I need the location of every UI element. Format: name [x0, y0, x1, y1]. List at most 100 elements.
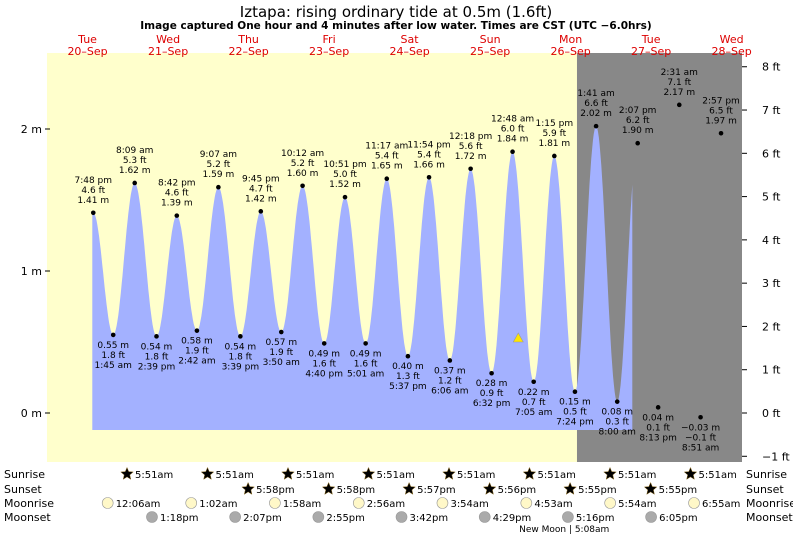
tide-label-line: 12:18 pm — [449, 132, 492, 142]
tide-point-low — [531, 379, 536, 385]
moonset-time-label: 4:29pm — [493, 513, 532, 524]
tide-label-high: 1:15 pm5.9 ft1.81 m — [536, 119, 574, 149]
tide-label-line: 1.59 m — [203, 170, 235, 180]
moonrise-time-label: 3:54am — [450, 499, 488, 510]
right-axis-label: 4 ft — [762, 234, 781, 247]
day-date-label: 22–Sep — [228, 45, 268, 58]
tide-point-high — [635, 140, 640, 146]
tide-point-low — [405, 353, 411, 359]
tide-label-line: 6.6 ft — [584, 99, 608, 109]
moonrise-moon-icon — [269, 497, 281, 509]
tide-label-line: 0.49 m — [350, 349, 382, 359]
sunrise-star-icon — [361, 466, 376, 480]
moonset-moon-icon — [562, 511, 574, 523]
tide-label-line: 2.02 m — [580, 109, 612, 119]
day-name-label: Fri — [323, 33, 336, 46]
tide-label-line: 0.49 m — [308, 349, 340, 359]
moonset-moon-icon — [645, 511, 657, 523]
tide-label-line: 1.8 ft — [228, 352, 252, 362]
tide-label-line: 5:01 am — [347, 369, 384, 379]
sunset-time-label: 5:55pm — [578, 485, 617, 496]
axes: 0 m 1 m 2 m −1 ft 0 ft 1 ft 2 ft 3 ft 4 ft 5 ft 6 … — [21, 61, 791, 464]
tide-label-line: 1.6 ft — [312, 359, 336, 369]
tide-label-line: 1.41 m — [77, 196, 109, 206]
tide-label-line: 10:51 pm — [323, 160, 366, 170]
tide-point-high — [468, 166, 473, 172]
tide-point-high — [132, 180, 137, 186]
row-label-right-sunset: Sunset — [746, 483, 784, 496]
tide-label-line: 1:41 am — [577, 89, 614, 99]
moonrise-moon-icon — [688, 497, 700, 509]
tide-label-line: 3:39 pm — [222, 362, 260, 372]
chart-subtitle: Image captured One hour and 4 minutes af… — [140, 20, 651, 32]
tide-label-high: 7:48 pm4.6 ft1.41 m — [74, 176, 112, 206]
right-axis-label: 6 ft — [762, 147, 781, 160]
tide-point-low — [278, 329, 284, 335]
tide-label-line: 4.6 ft — [81, 186, 105, 196]
day-name-label: Wed — [156, 33, 180, 46]
tide-label-high: 10:51 pm5.0 ft1.52 m — [323, 160, 366, 190]
moonset-moon-icon — [395, 511, 408, 523]
tide-label-line: 0.22 m — [518, 388, 550, 398]
sunset-time-label: 5:57pm — [417, 485, 456, 496]
sunset-star-icon — [241, 481, 255, 495]
day-labels: Tue20–SepWed21–SepThu22–SepFri23–SepSat2… — [67, 33, 751, 58]
tide-label-line: 5.4 ft — [375, 152, 399, 162]
sunrise-time-label: 5:51am — [538, 470, 576, 481]
tide-label-line: 0.7 ft — [522, 398, 546, 408]
tide-label-line: 7:24 pm — [556, 418, 594, 428]
sunrise-star-icon — [281, 466, 295, 480]
tide-label-line: 8:13 pm — [639, 433, 677, 443]
tide-point-high — [676, 102, 682, 108]
right-axis-label: 3 ft — [762, 277, 781, 290]
day-date-label: 26–Sep — [550, 45, 590, 58]
tide-label-line: 1.2 ft — [438, 376, 462, 386]
tide-label-line: −0.03 m — [681, 423, 720, 433]
tide-label-line: 1.6 ft — [354, 359, 378, 369]
tide-point-low — [154, 334, 159, 339]
tide-label-line: 1:45 am — [95, 361, 132, 371]
tide-label-low: 0.08 m0.3 ft8:00 am — [599, 408, 636, 438]
tide-point-low — [489, 370, 494, 376]
tide-label-low: 0.55 m1.8 ft1:45 am — [95, 341, 132, 371]
water-area — [92, 126, 633, 430]
tide-label-line: 2:07 pm — [619, 106, 657, 116]
moonrise-moon-icon — [436, 497, 449, 509]
tide-label-line: 8:51 am — [682, 443, 719, 453]
tide-label-high: 2:57 pm6.5 ft1.97 m — [702, 96, 740, 126]
tide-label-line: 1.9 ft — [269, 348, 293, 358]
tide-label-line: 10:12 am — [281, 149, 324, 159]
tide-label-line: 1.60 m — [287, 169, 319, 179]
tide-point-high — [593, 123, 599, 129]
tide-label-line: 0.1 ft — [646, 423, 670, 433]
day-date-label: 27–Sep — [631, 45, 671, 58]
sunrise-time-label: 5:51am — [618, 470, 656, 481]
tide-label-high: 8:42 pm4.6 ft1.39 m — [158, 179, 196, 209]
left-axis-label: 2 m — [21, 123, 42, 136]
tide-point-low — [572, 389, 578, 395]
right-axis-label: 5 ft — [762, 191, 781, 204]
tide-label-line: 1.65 m — [371, 162, 403, 172]
tide-label-line: 0.57 m — [265, 338, 297, 348]
sunrise-star-icon — [683, 466, 698, 480]
tide-label-line: 9:07 am — [200, 150, 237, 160]
moonset-time-label: 2:55pm — [326, 513, 365, 524]
row-label-left-sunrise: Sunrise — [4, 468, 45, 481]
tide-point-high — [90, 210, 96, 216]
tide-label-high: 11:17 am5.4 ft1.65 m — [365, 142, 408, 172]
tide-point-low — [447, 358, 453, 363]
tide-label-line: 5.6 ft — [459, 142, 483, 152]
tide-label-line: 11:17 am — [365, 142, 408, 152]
tide-label-line: 5.4 ft — [417, 150, 441, 160]
day-date-label: 21–Sep — [148, 45, 188, 58]
row-label-right-moonrise: Moonrise — [746, 497, 793, 510]
tide-label-low: 0.49 m1.6 ft5:01 am — [347, 349, 384, 379]
right-axis-label: −1 ft — [762, 450, 790, 463]
sunrise-time-label: 5:51am — [296, 470, 334, 481]
row-label-right-moonset: Moonset — [746, 511, 793, 524]
moonset-time-label: 1:18pm — [160, 513, 199, 524]
water-layer — [90, 102, 724, 430]
tide-label-low: 0.54 m1.8 ft2:39 pm — [138, 342, 176, 372]
tide-label-line: 7.1 ft — [667, 78, 691, 88]
tide-point-high — [258, 209, 264, 214]
